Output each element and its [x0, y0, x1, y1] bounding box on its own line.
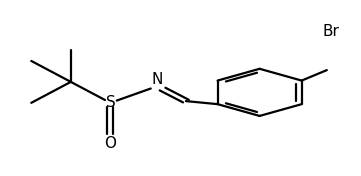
- Text: Br: Br: [322, 24, 339, 39]
- Text: O: O: [104, 136, 116, 151]
- Text: N: N: [151, 72, 163, 87]
- Text: S: S: [105, 95, 115, 110]
